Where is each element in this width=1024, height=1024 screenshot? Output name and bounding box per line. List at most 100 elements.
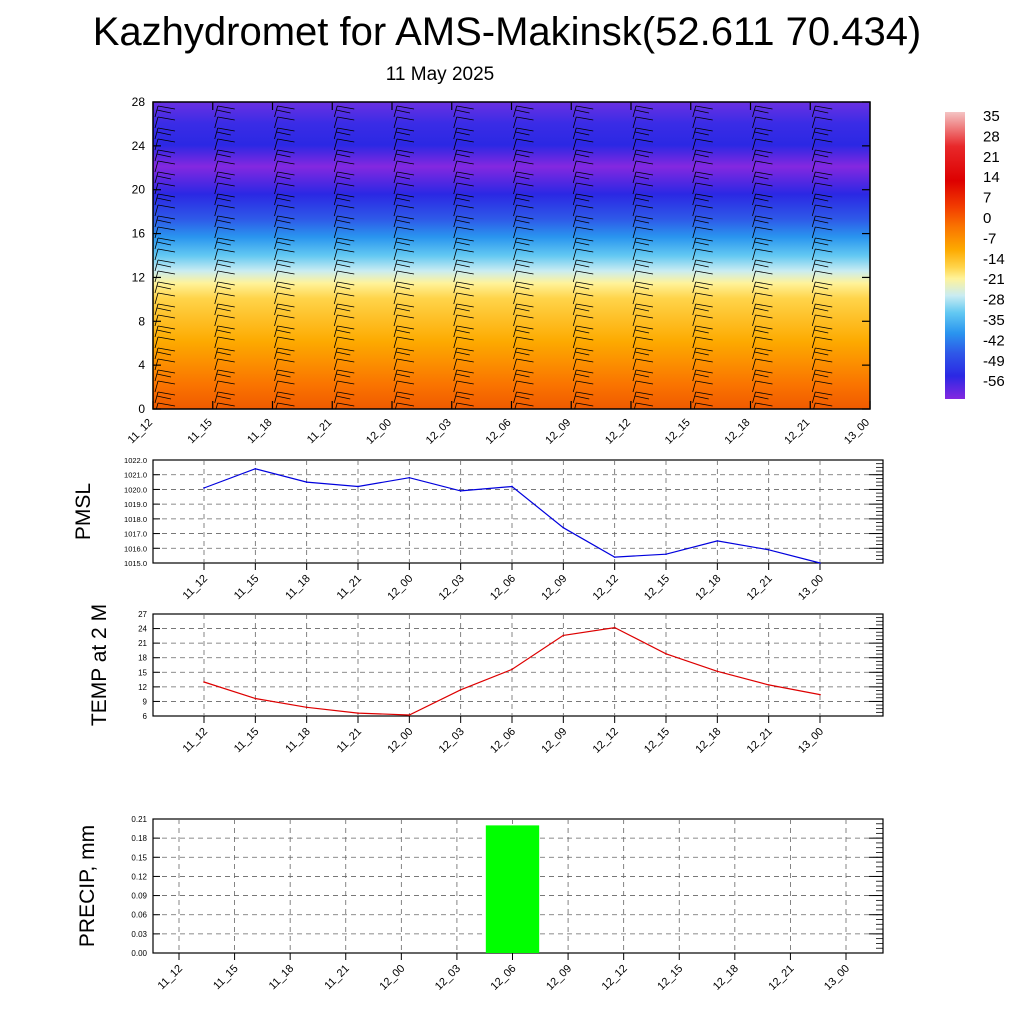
wind-barb-staff — [872, 128, 875, 139]
wind-barb-staff — [872, 194, 875, 205]
wind-barb-flag — [875, 106, 892, 109]
wind-barb-staff — [752, 138, 756, 151]
wind-barb-staff — [214, 391, 219, 404]
wind-barb-flag — [694, 373, 709, 378]
wind-barb-flag — [634, 263, 650, 268]
wind-barb-flag — [455, 175, 470, 180]
wind-barb-staff — [872, 315, 875, 326]
wind-barb-staff — [752, 105, 756, 118]
wind-barb-staff — [214, 314, 219, 327]
wind-barb-flag — [814, 329, 829, 334]
y-tick-label: 1018.0 — [124, 515, 147, 524]
wind-barb-flag — [157, 226, 176, 231]
wind-barb-flag — [875, 359, 892, 362]
wind-barb-staff — [333, 160, 338, 173]
wind-barb-flag — [754, 329, 769, 334]
wind-barb-staff — [154, 259, 159, 272]
wind-barb-flag — [277, 105, 295, 110]
wind-barb-flag — [635, 380, 654, 385]
wind-barb-staff — [872, 304, 875, 315]
wind-barb-staff — [811, 105, 816, 118]
wind-barb-staff — [154, 193, 159, 206]
wind-barb-flag — [875, 238, 892, 241]
x-tick-label: 12_21 — [745, 573, 775, 603]
wind-barb-flag — [337, 292, 355, 297]
wind-barb-staff — [632, 314, 637, 327]
wind-barb-staff — [393, 347, 398, 360]
wind-barb-flag — [157, 369, 176, 374]
wind-barb-flag — [516, 105, 534, 110]
wind-barb-flag — [576, 325, 594, 330]
temp-panel: 6 9 12 15 18 21 24 27 11_12 11_15 11_18 11_21 12_00 1… — [88, 604, 884, 756]
x-tick-label: 11_15 — [211, 963, 241, 993]
wind-barb-flag — [515, 241, 530, 246]
wind-barb-staff — [453, 248, 458, 261]
wind-barb-flag — [874, 374, 888, 377]
wind-barb-flag — [875, 282, 892, 285]
wind-barb-flag — [395, 175, 411, 180]
wind-barb-flag — [455, 131, 470, 136]
x-tick-label: 12_00 — [377, 963, 407, 993]
wind-barb-flag — [814, 153, 829, 158]
wind-barb-flag — [456, 138, 474, 143]
wind-barb-staff — [214, 149, 219, 162]
wind-barb-staff — [752, 182, 756, 195]
wind-barb-flag — [755, 369, 773, 374]
colorbar-label: -56 — [983, 373, 1005, 390]
wind-barb-staff — [393, 204, 398, 217]
wind-barb-flag — [576, 391, 594, 396]
wind-barb-flag — [754, 373, 769, 378]
wind-barb-staff — [154, 358, 159, 371]
colorbar-label: -7 — [983, 230, 996, 247]
wind-barb-flag — [575, 109, 590, 114]
x-tick-label: 12_18 — [693, 726, 723, 756]
wind-barb-staff — [513, 215, 517, 228]
wind-barb-flag — [395, 395, 411, 400]
wind-barb-flag — [216, 153, 231, 158]
wind-barb-flag — [755, 248, 773, 253]
wind-barb-flag — [456, 226, 474, 231]
wind-barb-flag — [815, 138, 833, 143]
wind-barb-flag — [337, 325, 355, 330]
wind-barb-flag — [395, 329, 411, 334]
wind-barb-flag — [875, 161, 892, 164]
wind-barb-staff — [393, 380, 398, 393]
wind-barb-staff — [632, 226, 637, 239]
wind-barb-flag — [157, 270, 176, 275]
wind-barb-flag — [695, 358, 713, 363]
wind-barb-staff — [872, 216, 875, 227]
wind-barb-flag — [634, 351, 650, 356]
wind-barb-flag — [395, 197, 411, 202]
wind-barb-flag — [755, 358, 773, 363]
wind-barb-staff — [214, 171, 219, 184]
wind-barb-flag — [337, 105, 355, 110]
wind-barb-staff — [632, 127, 637, 140]
wind-barb-flag — [635, 215, 654, 220]
wind-barb-flag — [337, 336, 355, 341]
wind-barb-flag — [156, 351, 172, 356]
y-tick-label: 1022.0 — [124, 456, 147, 465]
wind-barb-flag — [455, 373, 470, 378]
wind-barb-flag — [694, 329, 709, 334]
wind-barb-staff — [274, 391, 278, 404]
wind-barb-flag — [634, 219, 650, 224]
wind-barb-flag — [815, 248, 833, 253]
heatmap-x-tick-label: 13_00 — [842, 417, 872, 447]
wind-barb-flag — [576, 193, 594, 198]
wind-barb-flag — [276, 241, 291, 246]
wind-barb-staff — [752, 116, 756, 129]
wind-barb-staff — [154, 314, 159, 327]
wind-barb-flag — [635, 281, 654, 286]
wind-barb-flag — [216, 373, 231, 378]
wind-barb-staff — [453, 380, 458, 393]
wind-barb-staff — [393, 369, 398, 382]
wind-barb-flag — [456, 292, 474, 297]
wind-barb-flag — [694, 351, 709, 356]
heatmap-y-tick-label: 12 — [132, 270, 146, 284]
wind-barb-staff — [632, 369, 637, 382]
wind-barb-flag — [516, 138, 534, 143]
wind-barb-flag — [815, 380, 833, 385]
wind-barb-flag — [395, 131, 411, 136]
wind-barb-flag — [516, 325, 534, 330]
wind-barb-flag — [575, 219, 590, 224]
